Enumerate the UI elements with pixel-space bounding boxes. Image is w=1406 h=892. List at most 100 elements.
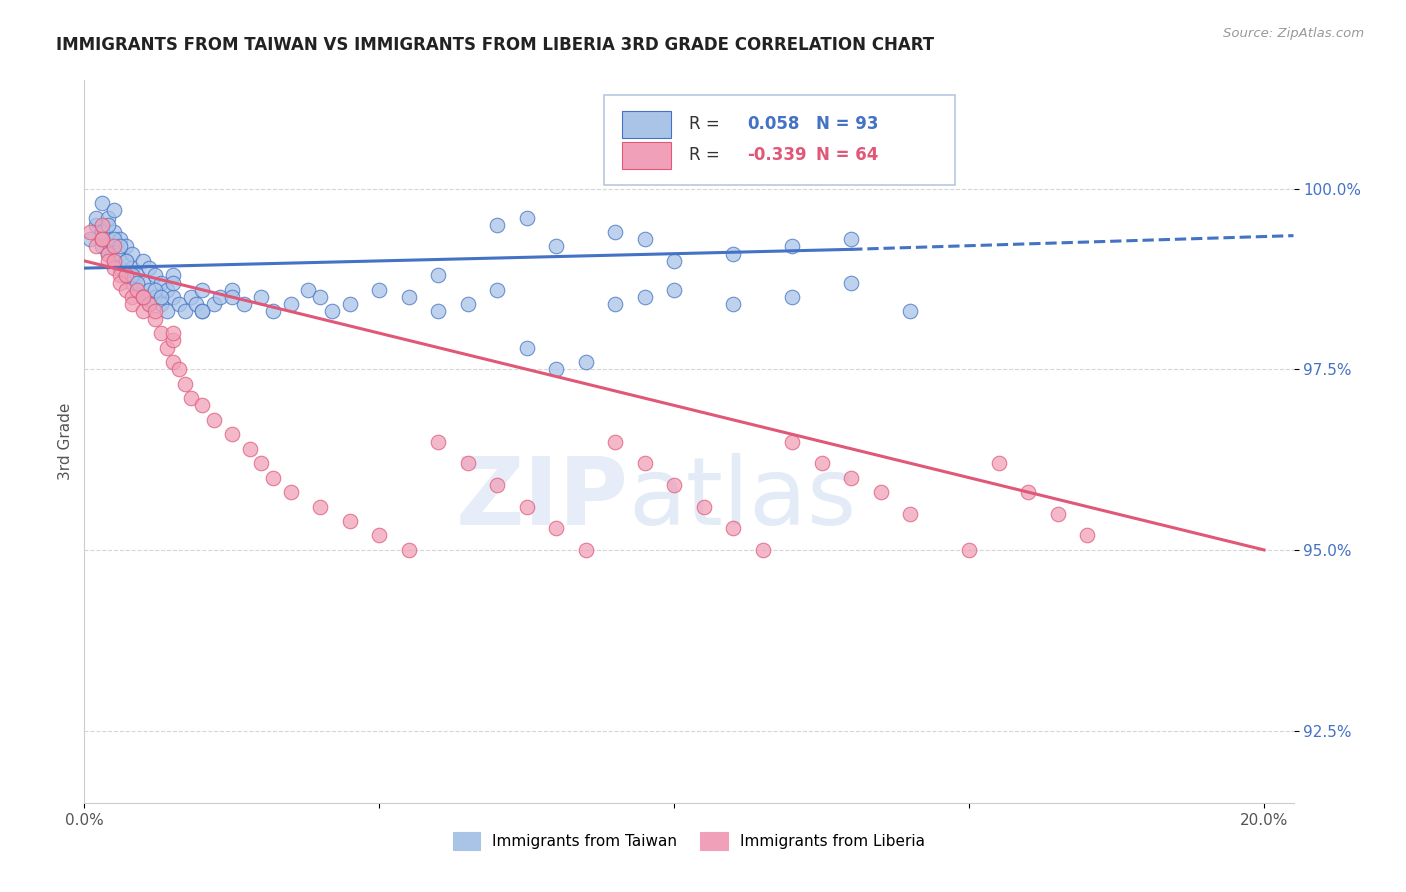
Point (180, 290, 202, 304)
Point (97, 232, 120, 246)
Point (121, 297, 143, 311)
Point (103, 253, 125, 268)
Point (132, 290, 155, 304)
Point (546, 362, 568, 376)
Point (721, 246, 744, 260)
Text: N = 93: N = 93 (815, 115, 879, 133)
Point (232, 297, 254, 311)
Point (780, 434, 803, 449)
Point (143, 283, 166, 297)
Point (162, 326, 184, 341)
Point (457, 297, 479, 311)
Point (91, 225, 114, 239)
Point (605, 297, 627, 311)
Point (103, 261, 125, 276)
Point (180, 391, 202, 405)
Point (150, 326, 173, 341)
Point (839, 276, 862, 290)
Point (97, 253, 120, 268)
Point (127, 276, 149, 290)
Point (114, 253, 136, 268)
Point (486, 283, 509, 297)
Point (191, 398, 214, 412)
Point (114, 268, 136, 283)
Point (339, 297, 361, 311)
Point (427, 304, 450, 318)
Point (221, 427, 243, 442)
Point (898, 304, 921, 318)
FancyBboxPatch shape (623, 142, 671, 169)
Point (132, 290, 155, 304)
Text: R =: R = (689, 115, 725, 133)
Point (546, 521, 568, 535)
Point (987, 456, 1010, 470)
Point (634, 232, 657, 246)
Point (143, 304, 166, 318)
Point (280, 485, 302, 500)
Text: N = 64: N = 64 (815, 146, 879, 164)
Point (634, 456, 657, 470)
Point (202, 413, 225, 427)
Point (605, 225, 627, 239)
Point (108, 246, 131, 260)
Point (103, 203, 125, 218)
Point (114, 283, 136, 297)
Text: ZIP: ZIP (456, 453, 628, 545)
Point (84, 211, 107, 225)
Point (97, 246, 120, 260)
Point (262, 471, 284, 485)
Point (103, 225, 125, 239)
Point (156, 304, 179, 318)
Legend: Immigrants from Taiwan, Immigrants from Liberia: Immigrants from Taiwan, Immigrants from … (447, 826, 931, 856)
Point (398, 543, 420, 558)
Point (280, 297, 302, 311)
Point (309, 290, 332, 304)
Point (191, 304, 214, 318)
Point (1017, 485, 1039, 500)
Point (150, 290, 173, 304)
Point (121, 261, 143, 276)
Point (368, 528, 391, 542)
Point (162, 355, 184, 369)
Text: -0.339: -0.339 (747, 146, 807, 164)
Point (516, 211, 538, 225)
Point (162, 334, 184, 348)
Point (221, 290, 243, 304)
Point (780, 239, 803, 253)
Point (238, 442, 260, 456)
Point (721, 297, 744, 311)
Point (114, 239, 136, 253)
Point (97, 246, 120, 260)
Point (486, 478, 509, 492)
Point (79, 232, 101, 246)
Point (132, 276, 155, 290)
Text: atlas: atlas (628, 453, 856, 545)
Point (250, 290, 273, 304)
Point (138, 297, 160, 311)
Point (143, 290, 166, 304)
Point (91, 232, 114, 246)
Point (839, 232, 862, 246)
Point (156, 341, 179, 355)
Point (150, 276, 173, 290)
Point (309, 500, 332, 514)
Point (869, 485, 891, 500)
Point (664, 478, 686, 492)
Point (398, 290, 420, 304)
Point (692, 500, 714, 514)
Point (250, 456, 273, 470)
Point (132, 304, 155, 318)
Point (321, 304, 343, 318)
Point (121, 268, 143, 283)
Point (221, 283, 243, 297)
Point (664, 283, 686, 297)
Point (103, 239, 125, 253)
Point (162, 268, 184, 283)
FancyBboxPatch shape (623, 111, 671, 138)
Point (91, 218, 114, 232)
Point (108, 268, 131, 283)
Point (156, 283, 179, 297)
Text: 0.058: 0.058 (747, 115, 800, 133)
Point (575, 355, 598, 369)
Point (103, 239, 125, 253)
